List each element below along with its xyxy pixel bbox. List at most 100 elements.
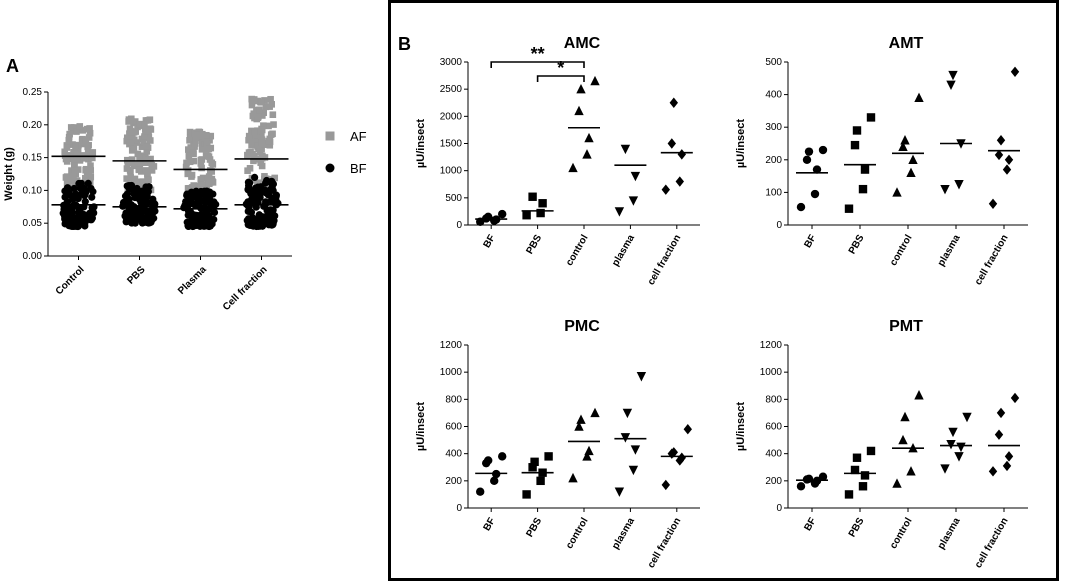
data-point [914,390,924,400]
y-tick-label: 0.25 [23,87,43,98]
data-point [576,414,586,424]
y-tick-label: 0.00 [23,251,43,262]
data-point [669,97,678,108]
y-tick-label: 500 [765,57,782,68]
data-point [146,125,154,132]
data-point [251,173,259,182]
data-point [249,150,256,158]
data-point [208,159,216,167]
data-point [68,176,75,183]
data-point [89,154,96,162]
data-point [906,466,916,476]
data-point [59,209,67,217]
y-tick-label: 1500 [440,139,463,150]
data-point [908,154,918,164]
data-point [188,216,196,224]
data-point [121,212,129,220]
y-tick-label: 2500 [440,84,463,95]
data-point [582,149,592,159]
data-point [258,126,266,134]
subplot-amc: 0 500 1000 1500 2000 2500 3000 µU/insect AMC BF PB… [415,35,700,287]
data-point [528,463,537,472]
data-point [590,75,600,86]
data-point [71,124,78,131]
data-point [210,208,219,217]
data-point [810,189,820,199]
data-point [84,179,92,188]
data-point [940,184,950,195]
panel-label-a: A [6,56,19,76]
y-tick-label: 600 [765,422,782,433]
data-point [476,487,485,496]
data-point [79,184,87,192]
data-point [204,152,211,160]
y-tick-label: 200 [445,476,462,487]
data-point [143,127,150,135]
y-axis-label: µU/insect [735,402,747,451]
data-point [576,83,586,94]
y-tick-label: 1200 [760,340,783,351]
data-point [522,490,531,499]
subplot-title: AMC [564,35,601,52]
data-point [127,128,135,135]
data-point [244,186,252,194]
panel-b-chart: B 050010001500200025003000µU/insectAMCBF… [388,0,1059,581]
data-point [81,219,89,227]
y-axis-label: µU/insect [415,119,427,168]
data-point [131,185,140,193]
data-point [796,482,806,491]
data-point [74,146,81,154]
data-point [186,158,194,166]
data-point [86,129,94,137]
data-point [582,451,592,461]
data-point [622,408,633,419]
y-tick-label: 1200 [440,340,463,351]
data-point [73,128,80,135]
data-point [1002,164,1012,175]
data-point [245,132,253,140]
data-point [199,174,207,182]
legend-label: AF [350,129,367,144]
data-point [198,146,206,153]
data-point [143,143,150,150]
data-point [267,131,275,138]
data-point [148,167,156,174]
data-point [203,214,211,222]
data-point [860,471,870,480]
data-point [80,192,89,200]
data-point [67,153,74,161]
data-point [245,136,252,144]
data-point [138,187,147,195]
data-point [142,167,150,174]
data-point [140,139,147,146]
data-point [1010,66,1020,77]
data-point [568,162,578,173]
subplot-title: PMT [889,318,923,335]
x-tick-label: cell fraction [646,233,684,287]
data-point [146,215,154,223]
y-tick-label: 500 [445,193,462,204]
data-point [804,474,814,483]
data-point [860,165,870,174]
significance-bracket [536,75,585,82]
data-point [136,160,144,168]
data-point [900,135,910,145]
data-point [256,179,264,187]
data-point [484,456,493,465]
data-point [198,164,205,172]
data-point [628,196,639,206]
data-point [259,112,266,119]
data-point [193,131,201,138]
data-point [81,214,90,222]
data-point [203,146,211,153]
data-point [124,159,132,167]
data-point [205,173,213,180]
data-point [62,174,70,181]
data-point [257,159,264,167]
data-point [184,167,192,174]
data-point [127,135,135,143]
data-point [257,214,265,222]
y-tick-label: 2000 [440,111,463,122]
x-tick-label: Control [54,264,87,297]
x-tick-label: cell fraction [973,233,1011,287]
